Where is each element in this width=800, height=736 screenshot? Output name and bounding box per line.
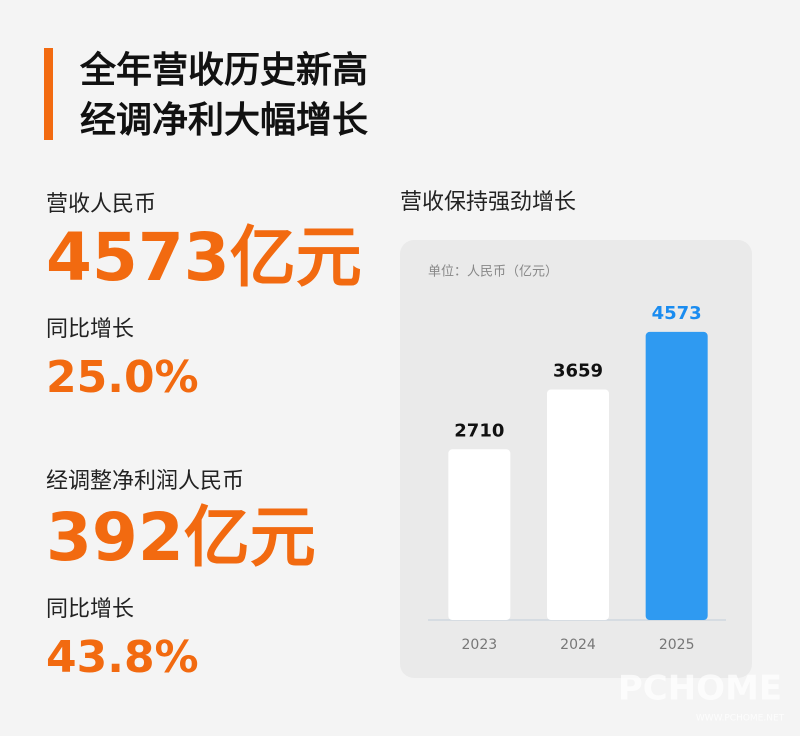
accent-bar <box>44 48 53 140</box>
stat-value: 392亿元 <box>46 499 316 576</box>
growth-value: 43.8% <box>46 632 199 683</box>
bar <box>448 449 511 620</box>
growth-label: 同比增长 <box>46 597 134 622</box>
x-tick-label: 2025 <box>659 637 695 653</box>
stat-label: 营收人民币 <box>46 192 156 217</box>
watermark-logo: PCHOME <box>618 669 782 709</box>
bar <box>645 331 708 620</box>
bar <box>547 389 609 620</box>
value-label: 3659 <box>553 360 603 381</box>
chart-title: 营收保持强劲增长 <box>400 190 576 215</box>
unit-label: 单位：人民币（亿元） <box>428 265 558 280</box>
stat-label: 经调整净利润人民币 <box>46 469 244 494</box>
x-tick-label: 2024 <box>560 637 596 653</box>
stat-value: 4573亿元 <box>46 219 362 296</box>
growth-value: 25.0% <box>46 352 199 403</box>
title-line: 经调净利大幅增长 <box>80 100 368 141</box>
growth-label: 同比增长 <box>46 317 134 342</box>
title-line: 全年营收历史新高 <box>79 49 368 91</box>
value-label: 4573 <box>652 303 702 324</box>
x-tick-label: 2023 <box>462 637 498 653</box>
watermark-url: WWW.PCHOME.NET <box>696 714 785 724</box>
value-label: 2710 <box>454 420 504 441</box>
